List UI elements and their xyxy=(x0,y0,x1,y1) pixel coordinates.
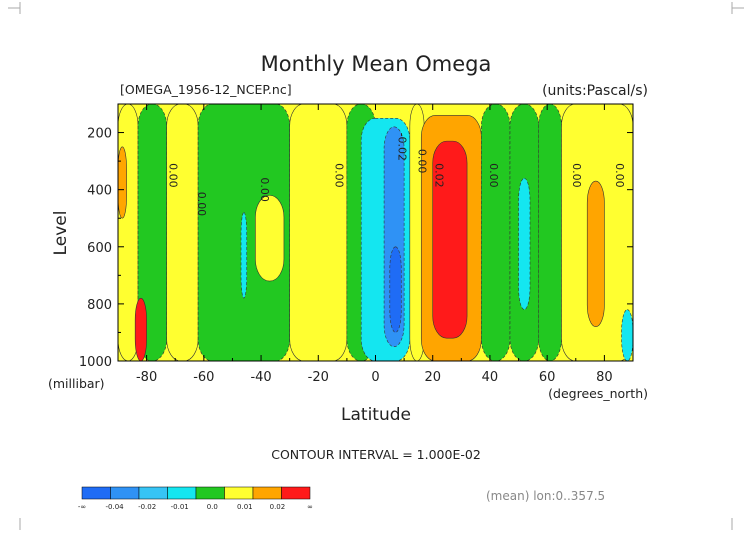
y-tick-label: 200 xyxy=(87,127,112,142)
y-tick-label: 600 xyxy=(87,241,112,256)
y-tick-label: 800 xyxy=(87,298,112,313)
colorbar-label: 0.0 xyxy=(207,503,218,511)
colorbar-label: -0.01 xyxy=(171,503,189,511)
contour-interval-text: CONTOUR INTERVAL = 1.000E-02 xyxy=(271,447,481,462)
mean-text: (mean) lon:0..357.5 xyxy=(486,489,605,503)
colorbar-label: 0.02 xyxy=(270,503,286,511)
contour-region xyxy=(240,212,248,299)
colorbar-swatch xyxy=(252,486,282,500)
units-label: (units:Pascal/s) xyxy=(542,83,648,99)
x-axis-label: Latitude xyxy=(341,405,411,425)
chart-title: Monthly Mean Omega xyxy=(261,52,492,76)
contour-fills xyxy=(118,104,633,361)
colorbar-label: -∞ xyxy=(78,503,86,511)
contour-label: 0.00 xyxy=(487,163,500,188)
plot-area: 0.00 0.00 0.00 0.00 -0.02 0.00 0.02 0.00 0.00 0.0… xyxy=(79,103,634,385)
contour-label: 0.00 xyxy=(167,163,180,188)
colorbar-swatch xyxy=(167,486,197,500)
colorbar-swatch xyxy=(110,486,140,500)
contour-region xyxy=(134,297,147,361)
contour-label: 0.00 xyxy=(415,149,428,174)
x-tick-label: -20 xyxy=(308,370,329,385)
contour-region xyxy=(118,146,127,219)
contour-label: -0.02 xyxy=(395,133,408,161)
contour-label: 0.00 xyxy=(258,177,271,202)
colorbar-swatch xyxy=(281,486,311,500)
y-tick-label: 1000 xyxy=(79,355,112,370)
y-axis-label: Level xyxy=(51,211,71,256)
contour-region xyxy=(432,140,468,339)
x-tick-label: 40 xyxy=(482,370,499,385)
colorbar-swatch xyxy=(138,486,168,500)
x-tick-label: 60 xyxy=(539,370,556,385)
x-tick-label: -40 xyxy=(250,370,271,385)
x-tick-label: -60 xyxy=(193,370,214,385)
contour-label: 0.00 xyxy=(332,163,345,188)
x-tick-label: -80 xyxy=(136,370,157,385)
x-unit-label: (degrees_north) xyxy=(548,386,648,401)
crop-marks xyxy=(8,2,744,530)
colorbar-label: 0.01 xyxy=(237,503,253,511)
contour-region xyxy=(621,309,633,361)
contour-label: 0.02 xyxy=(433,163,446,188)
x-tick-label: 20 xyxy=(424,370,441,385)
colorbar-label: -0.02 xyxy=(138,503,156,511)
x-tick-label: 0 xyxy=(371,370,379,385)
file-label: [OMEGA_1956-12_NCEP.nc] xyxy=(120,82,292,97)
y-tick-label: 400 xyxy=(87,184,112,199)
colorbar-swatch xyxy=(224,486,254,500)
contour-region xyxy=(389,246,402,333)
contour-region xyxy=(538,104,562,361)
contour-region xyxy=(518,177,531,310)
colorbar-label: ∞ xyxy=(307,503,313,511)
contour-region xyxy=(289,104,348,361)
contour-region xyxy=(166,104,199,361)
colorbar: -∞ -0.04 -0.02 -0.01 0.0 0.01 0.02 ∞ xyxy=(78,486,313,511)
contour-label: 0.00 xyxy=(570,163,583,188)
contour-region xyxy=(255,195,285,282)
x-tick-label: 80 xyxy=(596,370,613,385)
contour-label: 0.00 xyxy=(613,163,626,188)
colorbar-label: -0.04 xyxy=(106,503,125,511)
contour-region xyxy=(586,180,605,328)
colorbar-swatch xyxy=(81,486,111,500)
colorbar-swatch xyxy=(195,486,225,500)
contour-label: 0.00 xyxy=(195,192,208,217)
contour-region xyxy=(481,104,511,361)
y-unit-label: (millibar) xyxy=(48,376,105,391)
